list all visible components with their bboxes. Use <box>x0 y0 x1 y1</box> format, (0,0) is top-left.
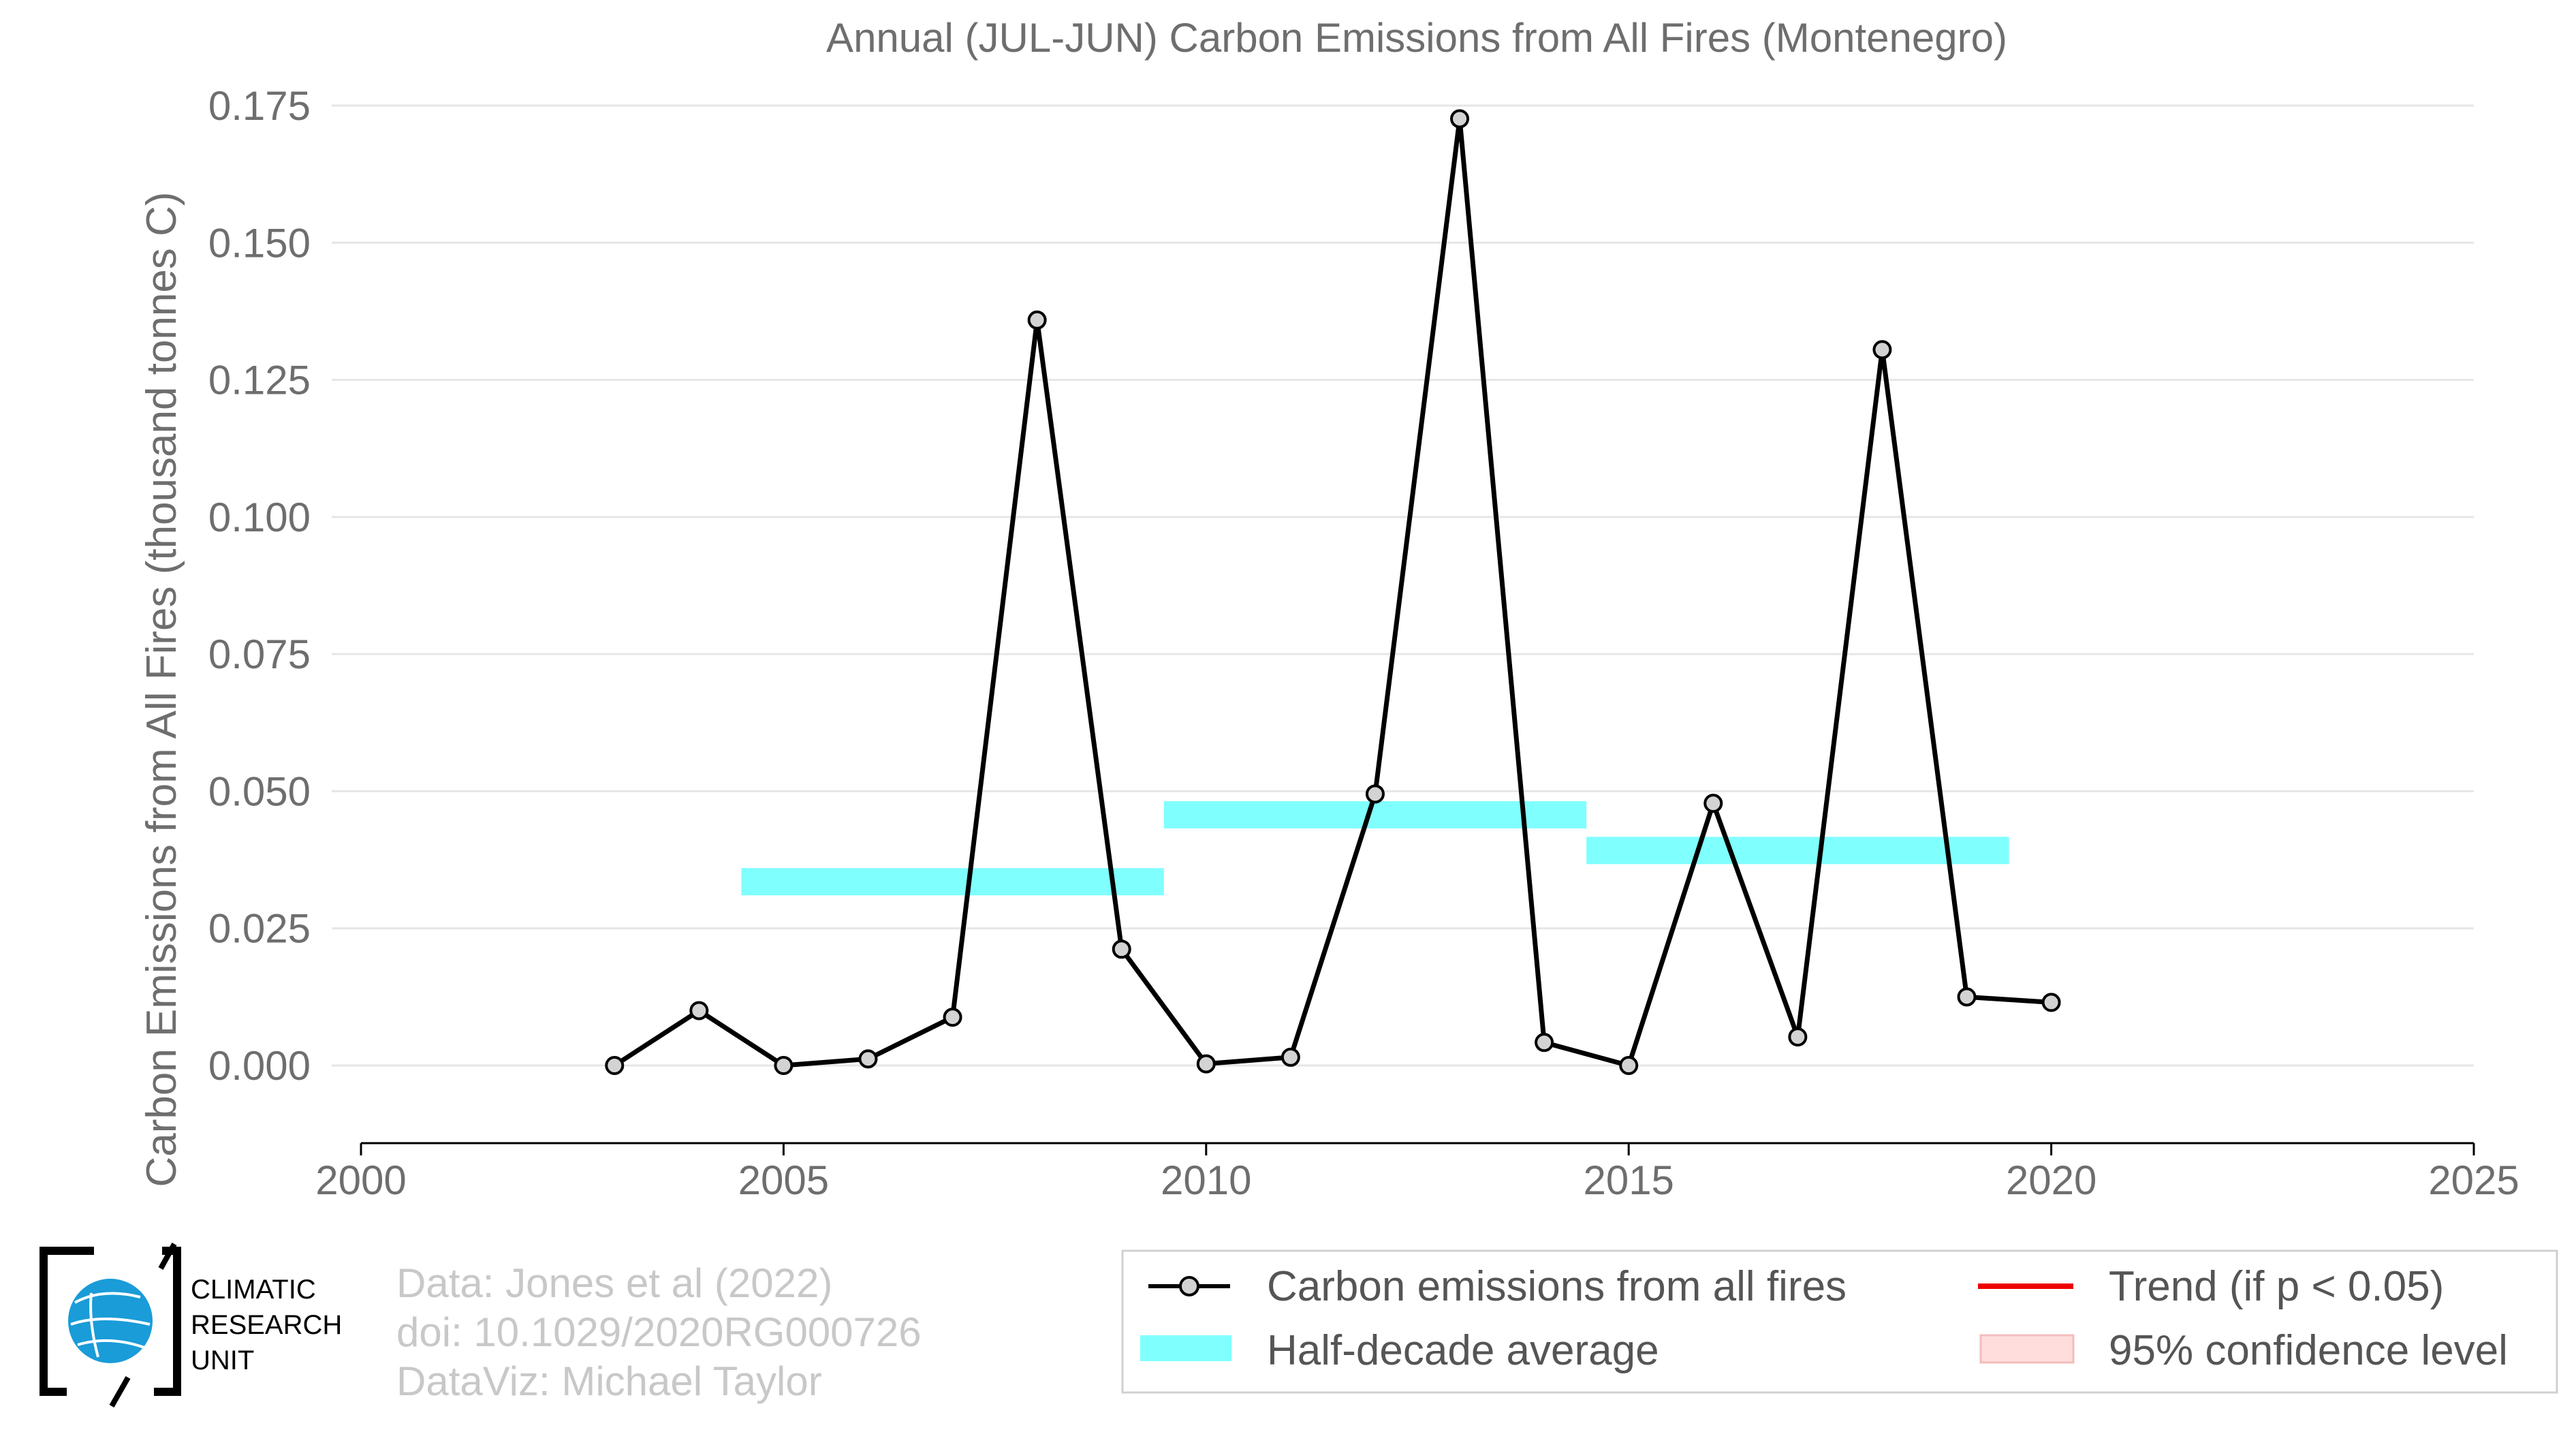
x-tick-labels: 2000 2005 2010 2015 2020 2025 <box>315 1157 2519 1203</box>
series-line <box>613 116 2052 1068</box>
legend-entry-confidence: 95% confidence level <box>1979 1327 2508 1374</box>
data-point <box>1365 784 1385 804</box>
y-tick-label: 0.075 <box>208 632 311 677</box>
y-tick-labels: 0.000 0.025 0.050 0.075 0.100 0.125 0.150 0.175 <box>208 83 311 1089</box>
data-point <box>1027 310 1047 330</box>
y-tick-label: 0.050 <box>208 768 311 814</box>
data-point <box>1703 794 1723 813</box>
data-point <box>1872 340 1892 360</box>
legend-emissions-label: Carbon emissions from all fires <box>1267 1263 1847 1310</box>
globe-icon <box>40 1243 181 1407</box>
credits: Data: Jones et al (2022) doi: 10.1029/20… <box>396 1260 922 1404</box>
data-point <box>1788 1027 1808 1047</box>
x-tick-label: 2000 <box>315 1157 406 1203</box>
legend-box <box>1121 1249 2558 1394</box>
data-point <box>605 1056 625 1075</box>
legend-emissions-marker-icon <box>1179 1276 1199 1296</box>
legend-entry-emissions: Carbon emissions from all fires <box>1148 1263 1847 1310</box>
y-tick-label: 0.150 <box>208 220 311 266</box>
legend-confidence-patch-icon <box>1979 1334 2075 1364</box>
y-tick-label: 0.175 <box>208 83 311 129</box>
data-point <box>689 1001 709 1021</box>
data-point <box>1281 1047 1300 1067</box>
legend-entry-trend: Trend (if p < 0.05) <box>1978 1263 2444 1310</box>
data-point <box>943 1008 962 1027</box>
legend-half-decade-label: Half-decade average <box>1267 1327 1659 1374</box>
x-tick-label: 2015 <box>1583 1157 1674 1203</box>
data-point <box>1450 109 1470 129</box>
x-axis <box>360 1142 2475 1155</box>
data-point <box>1535 1033 1554 1053</box>
legend-half-decade-patch-icon <box>1140 1335 1231 1361</box>
logo-text-line-3: UNIT <box>191 1345 254 1375</box>
half-decade-average-bar <box>1163 801 1587 829</box>
emissions-series <box>605 109 2061 1075</box>
y-tick-label: 0.125 <box>208 358 311 403</box>
x-tick-label: 2010 <box>1161 1157 1251 1203</box>
y-tick-label: 0.100 <box>208 495 311 540</box>
cru-logo: CLIMATIC RESEARCH UNIT <box>40 1243 342 1407</box>
half-decade-average-bar <box>741 868 1164 896</box>
data-point <box>2041 993 2061 1012</box>
data-point <box>1957 987 1977 1007</box>
y-tick-label: 0.000 <box>208 1043 311 1089</box>
x-tick-label: 2005 <box>738 1157 829 1203</box>
half-decade-average-bars <box>741 801 2009 896</box>
credit-data-source: Data: Jones et al (2022) <box>396 1260 832 1306</box>
data-point <box>858 1049 878 1069</box>
y-axis-title: Carbon Emissions from All Fires (thousan… <box>138 191 185 1187</box>
data-point <box>1112 939 1131 959</box>
legend-entry-half-decade: Half-decade average <box>1140 1327 1659 1374</box>
data-point <box>1196 1054 1216 1074</box>
data-point <box>1619 1056 1639 1075</box>
gridlines <box>332 104 2474 1067</box>
logo-text-line-1: CLIMATIC <box>191 1275 316 1305</box>
y-tick-label: 0.025 <box>208 906 311 952</box>
half-decade-average-bar <box>1586 837 2009 865</box>
data-point <box>774 1056 794 1075</box>
legend-confidence-label: 95% confidence level <box>2109 1327 2508 1374</box>
credit-doi: doi: 10.1029/2020RG000726 <box>396 1309 922 1355</box>
legend-trend-label: Trend (if p < 0.05) <box>2109 1263 2444 1310</box>
logo-text-line-2: RESEARCH <box>191 1310 342 1340</box>
chart-title: Annual (JUL-JUN) Carbon Emissions from A… <box>826 15 2007 61</box>
legend: Carbon emissions from all fires Trend (i… <box>1121 1249 2558 1394</box>
credit-dataviz: DataViz: Michael Taylor <box>396 1358 822 1404</box>
x-tick-label: 2020 <box>2006 1157 2096 1203</box>
x-tick-label: 2025 <box>2428 1157 2519 1203</box>
